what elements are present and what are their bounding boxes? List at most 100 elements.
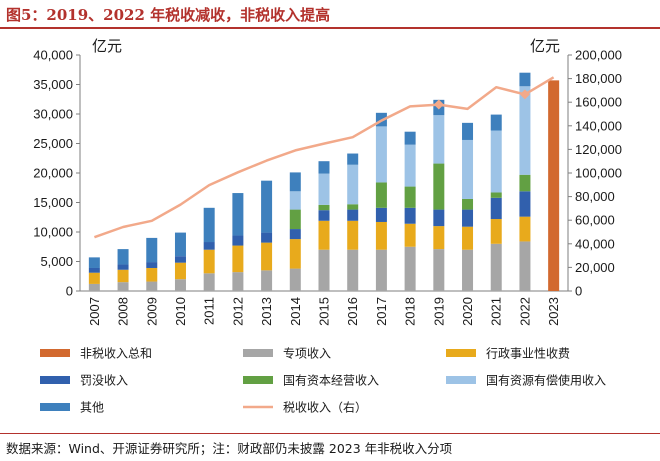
bar-other-2007: [88, 257, 100, 268]
tax-line-marker-2019: [433, 99, 444, 110]
bar-admin_fee-2010: [174, 262, 186, 280]
x-tick-label-2023: 2023: [546, 297, 561, 326]
right-tick-label: 140,000: [575, 118, 622, 133]
bar-penalty-2021: [490, 197, 502, 220]
bar-penalty-2013: [261, 232, 273, 243]
bar-state_capital-2014: [289, 209, 301, 230]
bar-other-2022: [519, 72, 531, 87]
bar-state_resource-2022: [519, 86, 531, 175]
right-tick-label: 180,000: [575, 71, 622, 86]
legend-label-penalty: 罚没收入: [80, 373, 128, 388]
bar-admin_fee-2018: [404, 223, 416, 247]
bar-special-2011: [203, 273, 215, 291]
bar-other-2020: [462, 122, 474, 140]
bar-admin_fee-2017: [375, 221, 387, 250]
bar-state_capital-2016: [347, 204, 359, 210]
legend-swatch-penalty: [40, 376, 70, 384]
right-tick-label: 100,000: [575, 166, 622, 181]
bar-admin_fee-2013: [261, 242, 273, 271]
legend-swatch-state_resource: [446, 376, 476, 384]
bar-state_resource-2018: [404, 144, 416, 187]
bar-admin_fee-2022: [519, 216, 531, 242]
left-tick-label: 15,000: [33, 195, 73, 210]
bar-admin_fee-2008: [117, 269, 129, 283]
legend-label-total: 非税收入总和: [80, 347, 152, 361]
chart-line: [93, 76, 555, 239]
right-tick-label: 200,000: [575, 48, 622, 63]
x-tick-label-2007: 2007: [87, 297, 102, 326]
chart-axes: 0 5,000 10,000 15,000 20,000 25,000 30,000 35,0…: [33, 37, 622, 299]
bar-admin_fee-2020: [462, 226, 474, 250]
bar-special-2010: [174, 279, 186, 291]
figure-title: 图5：2019、2022 年税收减收，非税收入提高: [6, 6, 331, 24]
legend-swatch-other: [40, 403, 70, 411]
bar-special-2021: [490, 243, 502, 291]
bar-penalty-2014: [289, 229, 301, 240]
left-tick-label: 5,000: [40, 254, 73, 269]
bar-state_capital-2017: [375, 182, 387, 208]
x-tick-label-2014: 2014: [288, 297, 303, 326]
right-tick-label: 40,000: [575, 236, 615, 251]
bar-penalty-2008: [117, 264, 129, 270]
bar-state_capital-2015: [318, 204, 330, 211]
bar-other-2013: [261, 180, 273, 233]
x-tick-label-2012: 2012: [230, 297, 245, 326]
bar-other-2021: [490, 114, 502, 131]
left-tick-label: 25,000: [33, 136, 73, 151]
bar-special-2015: [318, 249, 330, 291]
bar-other-2008: [117, 249, 129, 265]
right-tick-label: 20,000: [575, 260, 615, 275]
bar-admin_fee-2012: [232, 245, 244, 273]
bar-state_resource-2019: [433, 115, 445, 164]
bar-state_capital-2019: [433, 163, 445, 210]
bar-special-2016: [347, 249, 359, 291]
bar-other-2016: [347, 153, 359, 165]
bar-special-2022: [519, 241, 531, 291]
bar-total-2023: [548, 80, 560, 292]
bar-state_capital-2022: [519, 174, 531, 192]
title-rule: [0, 27, 660, 29]
bar-state_capital-2021: [490, 192, 502, 198]
right-axis-unit: 亿元: [530, 37, 560, 55]
source-note: 数据来源：Wind、开源证券研究所；注：财政部仍未披露 2023 年非税收入分项: [6, 441, 453, 456]
legend-swatch-total: [40, 349, 70, 357]
x-tick-label-2019: 2019: [431, 297, 446, 326]
bar-special-2019: [433, 249, 445, 291]
legend-label-admin_fee: 行政事业性收费: [486, 347, 570, 361]
legend-swatch-special: [243, 349, 273, 357]
chart-bars: [88, 72, 560, 292]
bar-admin_fee-2014: [289, 239, 301, 269]
left-tick-label: 30,000: [33, 107, 73, 122]
bar-admin_fee-2007: [88, 272, 100, 284]
bar-state_resource-2015: [318, 173, 330, 205]
left-tick-label: 35,000: [33, 77, 73, 92]
bar-special-2007: [88, 283, 100, 291]
left-tick-label: 40,000: [33, 48, 73, 63]
bar-penalty-2009: [146, 262, 158, 268]
bar-special-2008: [117, 282, 129, 291]
x-tick-label-2020: 2020: [460, 297, 475, 326]
bar-penalty-2010: [174, 256, 186, 263]
x-tick-label-2016: 2016: [345, 297, 360, 326]
bottom-rule: [0, 433, 660, 434]
bar-other-2015: [318, 161, 330, 174]
x-tick-label-2022: 2022: [517, 297, 532, 326]
x-tick-label-2015: 2015: [317, 297, 332, 326]
bar-admin_fee-2011: [203, 249, 215, 274]
bar-other-2011: [203, 207, 215, 243]
x-tick-label-2018: 2018: [403, 297, 418, 326]
bar-penalty-2011: [203, 242, 215, 250]
bar-penalty-2017: [375, 207, 387, 222]
left-tick-label: 10,000: [33, 225, 73, 240]
x-tick-label-2009: 2009: [144, 297, 159, 326]
bar-penalty-2016: [347, 209, 359, 221]
right-tick-label: 0: [575, 284, 582, 299]
bar-admin_fee-2015: [318, 220, 330, 250]
bar-state_resource-2014: [289, 191, 301, 210]
bar-penalty-2018: [404, 207, 416, 224]
x-tick-label-2008: 2008: [116, 297, 131, 326]
bar-other-2009: [146, 237, 158, 263]
tax-revenue-line: [93, 76, 555, 239]
